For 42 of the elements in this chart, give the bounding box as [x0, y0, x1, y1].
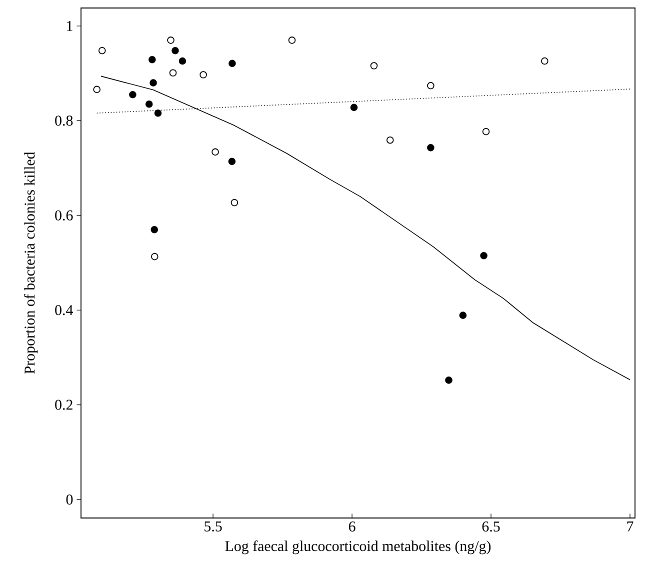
point	[200, 71, 207, 78]
x-tick-label: 7	[627, 522, 634, 532]
x-tick-label: 6	[348, 522, 356, 532]
point	[482, 128, 490, 136]
y-tick-label: 0.6	[55, 210, 73, 220]
point	[148, 56, 156, 64]
point	[459, 312, 467, 319]
y-axis-title: Proportion of bacteria colonies killed	[24, 152, 38, 374]
point	[427, 82, 434, 90]
y-tick-label: 0.8	[55, 116, 73, 126]
point	[541, 57, 548, 65]
y-tick-label: 0	[66, 494, 73, 505]
point	[228, 158, 236, 166]
x-tick-label: 5.5	[204, 522, 222, 532]
point	[480, 252, 488, 260]
point	[212, 148, 219, 156]
point	[154, 109, 162, 117]
point	[129, 91, 136, 98]
y-tick-label: 0.2	[55, 400, 72, 410]
point	[151, 252, 158, 260]
point	[145, 100, 153, 108]
point	[228, 60, 236, 68]
point	[370, 62, 378, 70]
point	[150, 79, 157, 86]
point	[427, 144, 434, 152]
y-tick-label: 0.4	[55, 305, 73, 316]
point	[288, 36, 296, 44]
point	[172, 46, 179, 54]
point	[445, 376, 452, 384]
point	[386, 136, 394, 144]
x-tick-label: 6.5	[482, 522, 500, 532]
point	[167, 36, 174, 44]
point	[169, 69, 177, 77]
point	[350, 104, 358, 112]
x-axis-title: Log faecal glucocorticoid metabolites (ng/g)	[225, 540, 491, 554]
line-series	[100, 76, 630, 380]
point	[230, 198, 238, 206]
point	[178, 57, 186, 65]
point	[98, 46, 106, 54]
y-tick-label: 1	[67, 21, 72, 31]
point	[150, 226, 158, 234]
point	[93, 86, 100, 94]
